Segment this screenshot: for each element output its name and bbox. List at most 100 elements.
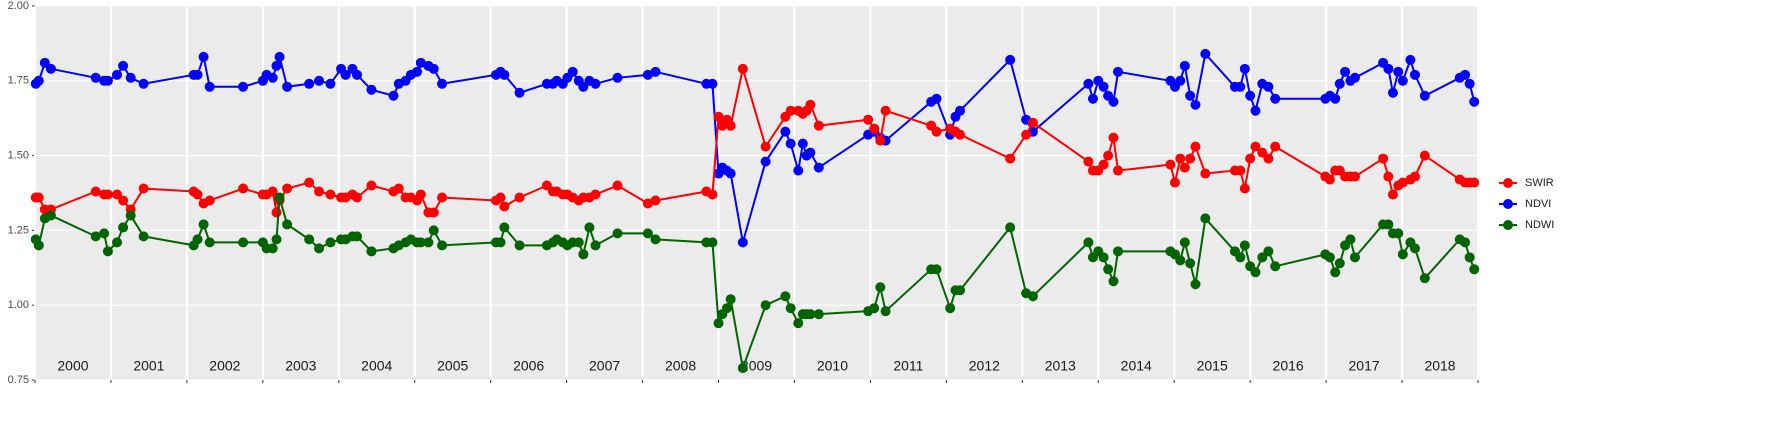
data-point	[352, 231, 363, 242]
data-point	[875, 135, 886, 146]
data-point	[1239, 240, 1250, 251]
data-point	[642, 69, 653, 80]
data-point	[642, 228, 653, 239]
data-point	[737, 363, 748, 374]
data-point	[1103, 264, 1114, 275]
legend: SWIR NDVI NDWI	[1499, 177, 1554, 231]
data-point	[1200, 168, 1211, 179]
data-point	[1330, 267, 1341, 278]
data-point	[1175, 153, 1186, 164]
data-point	[805, 147, 816, 158]
data-point	[1185, 90, 1196, 101]
data-point	[1469, 177, 1480, 188]
data-point	[238, 237, 249, 248]
data-point	[1113, 246, 1124, 257]
data-point	[1087, 93, 1098, 104]
data-point	[1250, 105, 1261, 116]
data-point	[412, 66, 423, 77]
data-point	[204, 237, 215, 248]
data-point	[760, 156, 771, 167]
data-point	[931, 126, 942, 137]
data-point	[1005, 153, 1016, 164]
data-point	[271, 207, 282, 218]
data-point	[1108, 96, 1119, 107]
data-point	[437, 240, 448, 251]
data-point	[1235, 165, 1246, 176]
data-point	[1469, 96, 1480, 107]
data-point	[1200, 213, 1211, 224]
data-point	[650, 66, 661, 77]
data-point	[805, 99, 816, 110]
data-point	[415, 189, 426, 200]
data-point	[1185, 258, 1196, 269]
data-point	[1393, 228, 1404, 239]
data-point	[793, 165, 804, 176]
year-label: 2010	[817, 358, 848, 374]
data-point	[388, 90, 399, 101]
year-label: 2011	[893, 358, 923, 374]
data-point	[1185, 153, 1196, 164]
data-point	[1005, 54, 1016, 65]
data-point	[1270, 93, 1281, 104]
data-point	[366, 180, 377, 191]
data-point	[314, 186, 325, 197]
legend-key-point	[1503, 220, 1513, 230]
data-point	[118, 60, 129, 71]
data-point	[428, 225, 439, 236]
data-point	[45, 63, 56, 74]
data-point	[713, 111, 724, 122]
data-point	[428, 207, 439, 218]
data-point	[325, 78, 336, 89]
year-label: 2018	[1424, 358, 1455, 374]
data-point	[366, 84, 377, 95]
data-point	[238, 183, 249, 194]
data-point	[198, 51, 209, 62]
data-point	[880, 105, 891, 116]
data-point	[578, 249, 589, 260]
data-point	[514, 192, 525, 203]
data-point	[1083, 156, 1094, 167]
data-point	[590, 240, 601, 251]
data-point	[304, 78, 315, 89]
data-point	[304, 234, 315, 245]
data-point	[125, 72, 136, 83]
data-point	[282, 183, 293, 194]
data-point	[204, 195, 215, 206]
data-point	[267, 243, 278, 254]
data-point	[192, 69, 203, 80]
data-point	[1098, 159, 1109, 170]
data-point	[1103, 150, 1114, 161]
data-point	[785, 105, 796, 116]
year-label: 2017	[1349, 358, 1380, 374]
legend-label: NDVI	[1525, 198, 1551, 210]
data-point	[90, 186, 101, 197]
data-point	[1200, 48, 1211, 59]
data-point	[1324, 252, 1335, 263]
data-point	[875, 282, 886, 293]
data-point	[1113, 165, 1124, 176]
legend-label: SWIR	[1525, 177, 1554, 189]
data-point	[1250, 141, 1261, 152]
data-point	[573, 237, 584, 248]
data-point	[428, 63, 439, 74]
data-point	[1460, 69, 1471, 80]
data-point	[707, 78, 718, 89]
series	[30, 192, 1480, 374]
data-point	[813, 162, 824, 173]
data-point	[138, 183, 149, 194]
data-point	[1108, 132, 1119, 143]
data-point	[1235, 81, 1246, 92]
data-point	[1169, 177, 1180, 188]
data-point	[945, 303, 956, 314]
data-point	[584, 222, 595, 233]
data-point	[1464, 252, 1475, 263]
data-point	[1005, 222, 1016, 233]
data-point	[1409, 243, 1420, 254]
year-label: 2003	[285, 358, 316, 374]
year-label: 2007	[589, 358, 620, 374]
y-tick-label: 2.00	[8, 0, 29, 12]
data-point	[1175, 255, 1186, 266]
year-label: 2005	[437, 358, 468, 374]
data-point	[760, 300, 771, 311]
data-point	[725, 120, 736, 131]
